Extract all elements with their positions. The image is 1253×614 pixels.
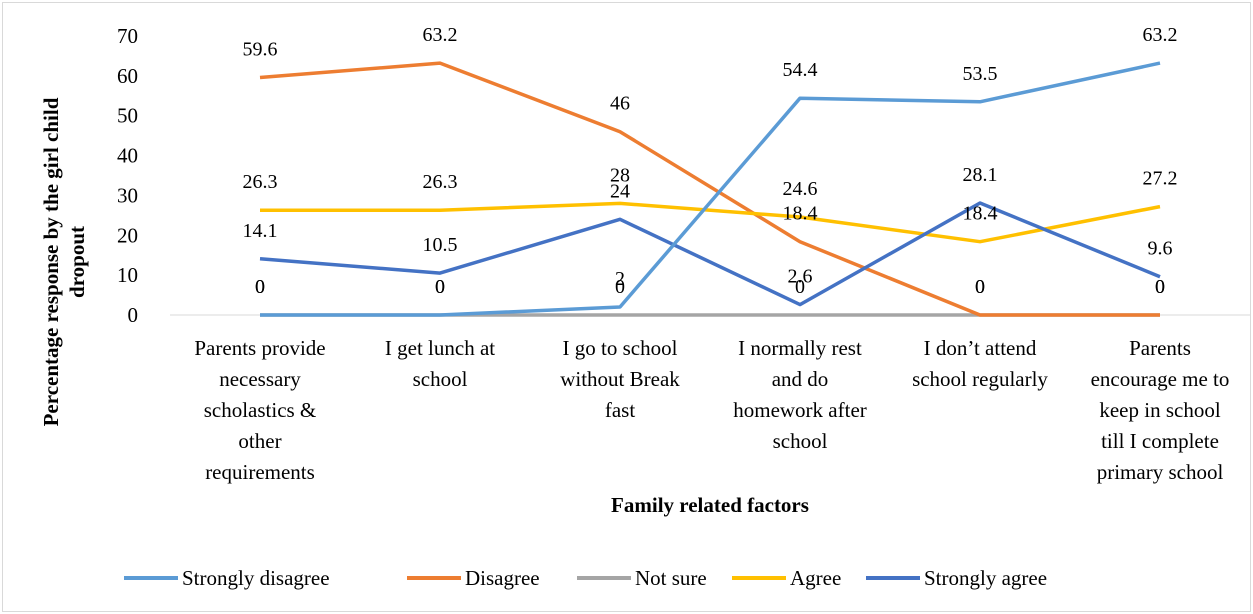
- legend-label: Strongly disagree: [182, 566, 330, 590]
- data-label: 0: [1155, 276, 1165, 298]
- y-tick-label: 60: [117, 64, 138, 88]
- data-label: 26.3: [423, 171, 458, 193]
- data-label: 0: [435, 276, 445, 298]
- data-label: 53.5: [963, 63, 998, 85]
- legend-label: Disagree: [465, 566, 540, 590]
- data-label: 26.3: [243, 171, 278, 193]
- data-label: 18.4: [963, 203, 998, 225]
- x-axis-title: Family related factors: [611, 493, 809, 517]
- y-tick-label: 30: [117, 183, 138, 207]
- data-label: 54.4: [783, 59, 818, 81]
- data-label: 63.2: [1143, 24, 1178, 46]
- data-label: 18.4: [783, 203, 818, 225]
- data-label: 24.6: [783, 178, 818, 200]
- y-tick-label: 70: [117, 24, 138, 48]
- data-label: 2.6: [788, 266, 813, 288]
- data-label: 14.1: [243, 220, 278, 242]
- data-label: 2: [615, 268, 625, 290]
- data-label: 0: [255, 276, 265, 298]
- x-category-label: I don’t attend school regularly: [912, 336, 1048, 391]
- y-tick-label: 0: [128, 303, 139, 327]
- legend-label: Not sure: [635, 566, 707, 590]
- series-line-strongly-disagree: [260, 61, 1161, 317]
- x-category-label: Parents provide necessary scholastics & oth…: [194, 336, 325, 484]
- y-tick-label: 40: [117, 144, 138, 168]
- series-line-agree: [260, 201, 1161, 244]
- data-label: 28: [610, 164, 630, 186]
- data-label: 27.2: [1143, 168, 1178, 190]
- x-category-label: Parents encourage me to keep in school till…: [1091, 336, 1230, 484]
- legend-label: Strongly agree: [924, 566, 1047, 590]
- data-label: 0: [255, 276, 265, 298]
- legend-label: Agree: [790, 566, 841, 590]
- data-label: 10.5: [423, 234, 458, 256]
- data-label: 0: [615, 276, 625, 298]
- data-label: 59.6: [243, 38, 278, 60]
- data-label: 9.6: [1148, 238, 1173, 260]
- data-label: 0: [795, 276, 805, 298]
- x-category-label: I get lunch at school: [385, 336, 495, 391]
- series-line-strongly-agree: [259, 201, 1161, 307]
- data-label: 24: [610, 180, 630, 202]
- x-category-label: I go to school without Break fast: [560, 336, 680, 422]
- y-tick-label: 50: [117, 104, 138, 128]
- data-label: 0: [975, 276, 985, 298]
- data-label: 0: [435, 276, 445, 298]
- y-axis-title: Percentage response by the girl childdro…: [39, 97, 89, 426]
- series-line-disagree: [259, 61, 1160, 317]
- data-label: 63.2: [423, 24, 458, 46]
- data-label: 0: [1155, 276, 1165, 298]
- y-tick-label: 10: [117, 263, 138, 287]
- data-label: 46: [610, 93, 630, 115]
- y-tick-label: 20: [117, 223, 138, 247]
- x-category-label: I normally rest and do homework after schoo…: [733, 336, 867, 453]
- data-label: 0: [975, 276, 985, 298]
- data-label: 28.1: [963, 164, 998, 186]
